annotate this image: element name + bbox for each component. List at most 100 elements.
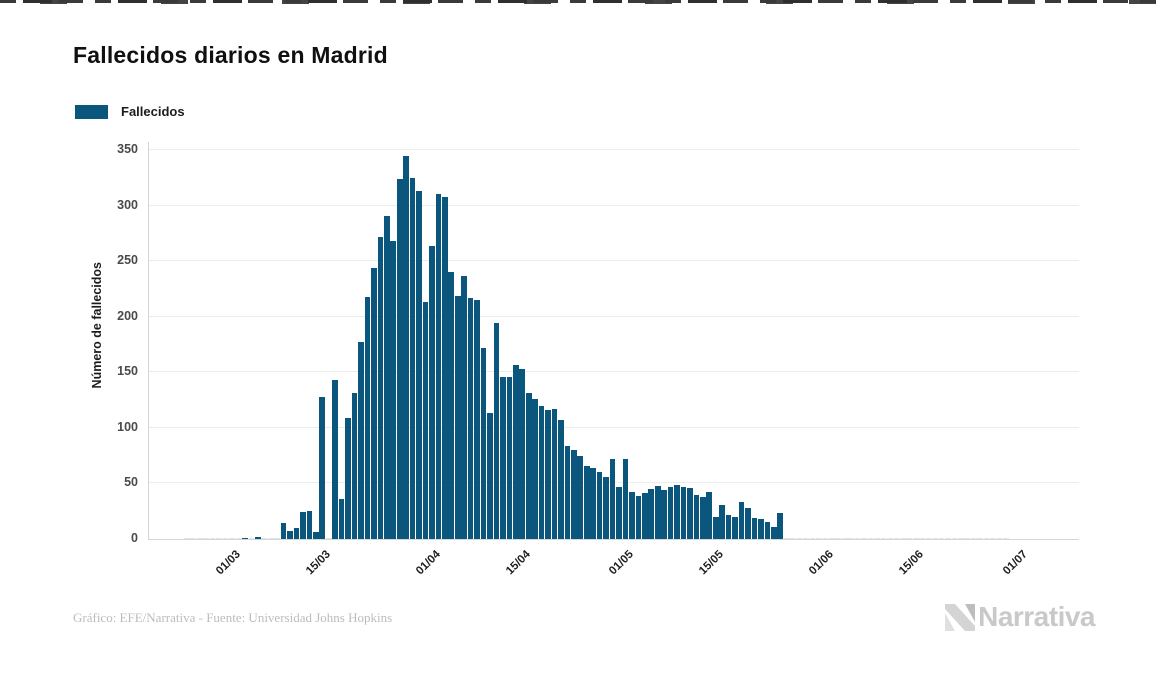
bar-27/02[interactable] (216, 538, 222, 539)
bar-25/06[interactable] (983, 538, 990, 539)
bar-03/06[interactable] (841, 538, 848, 539)
bar-26/03[interactable] (396, 178, 403, 539)
bar-31/05[interactable] (822, 538, 829, 539)
bar-02/03[interactable] (242, 537, 248, 539)
bar-29/03[interactable] (416, 191, 422, 539)
bar-22/03[interactable] (371, 267, 377, 539)
bar-25/02[interactable] (203, 538, 210, 539)
bar-30/04[interactable] (622, 458, 629, 539)
bar-25/03[interactable] (390, 241, 397, 539)
bar-23/02[interactable] (190, 538, 197, 539)
bar-26/02[interactable] (209, 538, 216, 539)
bar-26/05[interactable] (790, 538, 796, 539)
bar-09/05[interactable] (680, 486, 687, 539)
bar-24/02[interactable] (196, 538, 203, 539)
bar-23/03[interactable] (377, 236, 384, 539)
bar-27/04[interactable] (603, 476, 609, 539)
bar-04/06[interactable] (848, 538, 855, 539)
bar-05/04[interactable] (461, 275, 468, 539)
bar-24/05[interactable] (777, 513, 784, 539)
bar-07/06[interactable] (867, 538, 874, 539)
bar-21/03[interactable] (364, 296, 371, 539)
bar-16/04[interactable] (532, 398, 538, 539)
bar-10/04[interactable] (493, 323, 500, 539)
bar-11/03[interactable] (300, 512, 306, 539)
bar-13/05[interactable] (706, 492, 713, 539)
bar-05/03[interactable] (261, 538, 268, 539)
bar-15/04[interactable] (525, 393, 532, 539)
bar-14/06[interactable] (912, 538, 919, 539)
bar-15/05[interactable] (719, 504, 726, 539)
bar-21/04[interactable] (564, 445, 571, 539)
bar-03/03[interactable] (248, 538, 255, 539)
bar-20/03[interactable] (358, 342, 364, 539)
bar-22/04[interactable] (571, 450, 577, 539)
bar-28/06[interactable] (1003, 538, 1009, 539)
bar-20/04[interactable] (558, 420, 564, 539)
bar-17/06[interactable] (932, 538, 938, 539)
bar-18/03[interactable] (345, 417, 351, 539)
bar-02/04[interactable] (442, 196, 448, 539)
bar-22/02[interactable] (184, 538, 190, 539)
bar-23/04[interactable] (577, 455, 584, 539)
bar-09/03[interactable] (287, 531, 293, 539)
bar-19/05[interactable] (745, 507, 751, 539)
bar-19/04[interactable] (551, 408, 558, 539)
bar-05/06[interactable] (854, 538, 861, 539)
bar-07/03[interactable] (274, 538, 280, 539)
bar-06/04[interactable] (467, 297, 474, 539)
bar-09/04[interactable] (487, 413, 493, 539)
bar-12/05[interactable] (700, 496, 706, 539)
bar-15/03[interactable] (325, 538, 332, 539)
bar-24/03[interactable] (383, 215, 390, 539)
bar-01/03[interactable] (235, 538, 242, 539)
bar-11/06[interactable] (893, 538, 900, 539)
bar-20/05[interactable] (751, 517, 758, 539)
bar-28/05[interactable] (803, 538, 809, 539)
bar-18/04[interactable] (545, 410, 551, 539)
bar-22/06[interactable] (964, 538, 971, 539)
bar-27/03[interactable] (403, 155, 409, 539)
bar-04/04[interactable] (454, 295, 461, 539)
bar-01/04[interactable] (435, 194, 442, 539)
bar-01/05[interactable] (629, 492, 635, 539)
bar-20/06[interactable] (951, 538, 958, 539)
bar-18/05[interactable] (738, 502, 745, 539)
bar-28/03[interactable] (409, 177, 416, 539)
bar-18/06[interactable] (938, 538, 945, 539)
bar-01/06[interactable] (829, 538, 835, 539)
bar-08/04[interactable] (480, 347, 487, 539)
bar-10/06[interactable] (887, 538, 893, 539)
bar-07/04[interactable] (474, 300, 480, 539)
bar-30/05[interactable] (816, 538, 822, 539)
bar-24/04[interactable] (583, 465, 590, 539)
bar-04/05[interactable] (648, 489, 655, 539)
bar-24/06[interactable] (977, 538, 984, 539)
bar-05/05[interactable] (654, 485, 661, 539)
bar-19/03[interactable] (351, 393, 358, 539)
bar-28/02[interactable] (222, 538, 229, 539)
bar-02/05[interactable] (635, 495, 642, 539)
bar-04/03[interactable] (254, 536, 261, 539)
bar-13/03[interactable] (313, 532, 319, 539)
bar-23/06[interactable] (970, 538, 977, 539)
bar-27/05[interactable] (796, 538, 803, 539)
bar-09/06[interactable] (880, 538, 887, 539)
bar-07/05[interactable] (667, 486, 674, 539)
bar-11/04[interactable] (500, 376, 506, 539)
bar-06/03[interactable] (267, 538, 274, 539)
bar-21/05[interactable] (758, 519, 764, 539)
bar-12/04[interactable] (506, 376, 513, 539)
bar-21/06[interactable] (958, 538, 964, 539)
bar-03/04[interactable] (448, 272, 455, 539)
bar-29/04[interactable] (616, 486, 622, 539)
bar-27/06[interactable] (996, 538, 1003, 539)
bar-13/04[interactable] (512, 364, 519, 539)
bar-22/05[interactable] (764, 522, 771, 539)
bar-29/05[interactable] (809, 538, 816, 539)
bar-17/05[interactable] (732, 516, 738, 539)
bar-08/06[interactable] (874, 538, 880, 539)
bar-10/03[interactable] (293, 527, 300, 539)
bar-25/04[interactable] (590, 467, 597, 539)
bar-10/05[interactable] (687, 487, 693, 539)
